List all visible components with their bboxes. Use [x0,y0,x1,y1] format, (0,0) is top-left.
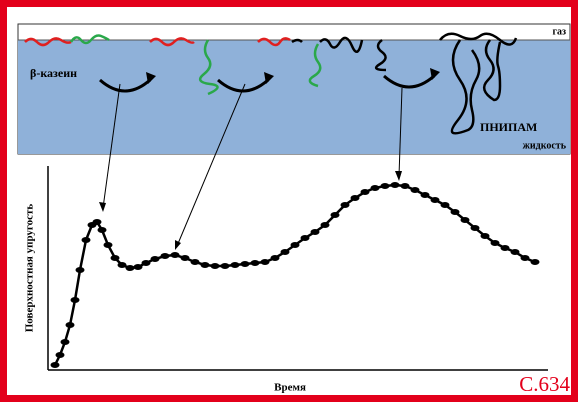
data-point [431,197,440,203]
data-point [491,240,500,246]
data-point [171,252,180,258]
data-point [98,227,107,233]
data-point [66,322,75,328]
data-point [521,255,530,261]
data-point [61,339,70,345]
data-point [471,225,480,231]
data-point [251,260,260,266]
data-point [104,242,113,248]
data-point [71,297,80,303]
data-point [421,192,430,198]
data-point [381,183,390,189]
data-point [301,235,310,241]
data-point [281,249,290,255]
figure: газ β-казеин ПНИПАМ жидкость Время Повер… [0,0,578,402]
data-point [481,233,490,239]
liquid-label: жидкость [523,140,567,151]
gas-label: газ [552,26,566,37]
data-point [134,264,143,270]
data-point [501,245,510,251]
data-point [261,259,270,265]
data-point [201,262,210,268]
data-point [411,187,420,193]
polymer-label: ПНИПАМ [480,120,537,134]
protein-label: β-казеин [30,66,77,80]
data-point [351,195,360,201]
data-point [118,262,127,268]
data-point [241,261,250,267]
data-point [271,255,280,261]
data-point [311,229,320,235]
data-point [111,255,120,261]
data-point [321,222,330,228]
data-point [531,259,540,265]
data-point [331,212,340,218]
data-point [361,189,370,195]
data-point [511,249,520,255]
data-point [451,209,460,215]
data-point [441,202,450,208]
page-label: С.634 [519,372,570,396]
data-point [391,182,400,188]
data-point [82,237,91,243]
data-point [93,219,102,225]
data-point [126,265,135,271]
data-point [371,185,380,191]
data-point [341,202,350,208]
data-point [191,259,200,265]
data-point [401,183,410,189]
y-axis-label: Поверхностная упругость [24,204,36,333]
data-point [76,267,85,273]
data-point [151,256,160,262]
data-point [181,255,190,261]
data-point [461,217,470,223]
x-axis-label: Время [274,382,306,394]
data-point [231,262,240,268]
data-point [221,263,230,269]
data-point [211,263,220,269]
data-point [142,260,151,266]
data-point [51,362,60,368]
data-point [291,242,300,248]
data-point [56,352,65,358]
data-point [161,253,170,259]
